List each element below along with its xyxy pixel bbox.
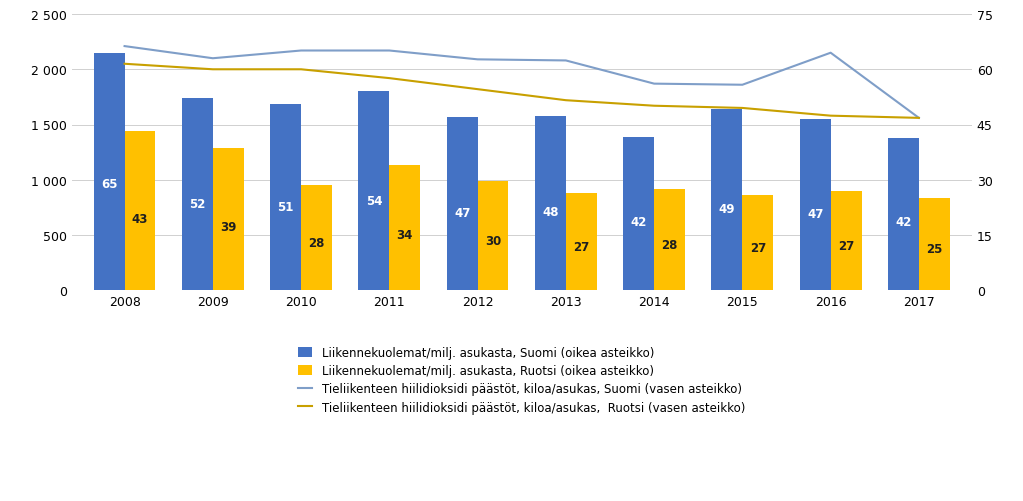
Text: 51: 51 — [277, 200, 294, 213]
Bar — [358, 92, 390, 291]
Bar — [711, 110, 743, 291]
Bar — [301, 186, 332, 291]
Text: 48: 48 — [542, 206, 559, 219]
Bar — [270, 104, 301, 291]
Text: 27: 27 — [573, 240, 589, 254]
Text: 27: 27 — [750, 241, 766, 255]
Bar — [654, 189, 685, 291]
Text: 54: 54 — [365, 195, 383, 208]
Bar — [213, 148, 243, 291]
Bar — [623, 137, 654, 291]
Bar — [743, 196, 773, 291]
Bar — [478, 181, 508, 291]
Bar — [447, 118, 478, 291]
Text: 52: 52 — [189, 198, 206, 211]
Bar — [800, 120, 831, 291]
Bar — [182, 99, 213, 291]
Text: 42: 42 — [630, 215, 647, 228]
Text: 28: 28 — [308, 237, 324, 250]
Text: 47: 47 — [454, 206, 471, 219]
Text: 65: 65 — [101, 177, 118, 190]
Text: 49: 49 — [719, 203, 736, 216]
Bar — [390, 166, 420, 291]
Bar — [919, 199, 949, 291]
Text: 30: 30 — [485, 235, 501, 248]
Bar — [94, 54, 125, 291]
Bar — [535, 116, 566, 291]
Text: 43: 43 — [132, 212, 148, 225]
Text: 28: 28 — [662, 238, 678, 252]
Text: 39: 39 — [220, 220, 236, 233]
Text: 27: 27 — [838, 239, 854, 253]
Text: 25: 25 — [926, 243, 942, 256]
Legend: Liikennekuolemat/milj. asukasta, Suomi (oikea asteikko), Liikennekuolemat/milj. : Liikennekuolemat/milj. asukasta, Suomi (… — [299, 346, 745, 414]
Bar — [888, 138, 919, 291]
Bar — [125, 132, 155, 291]
Bar — [831, 191, 861, 291]
Text: 42: 42 — [895, 215, 911, 228]
Text: 34: 34 — [397, 228, 413, 241]
Text: 47: 47 — [807, 207, 824, 220]
Bar — [566, 193, 596, 291]
